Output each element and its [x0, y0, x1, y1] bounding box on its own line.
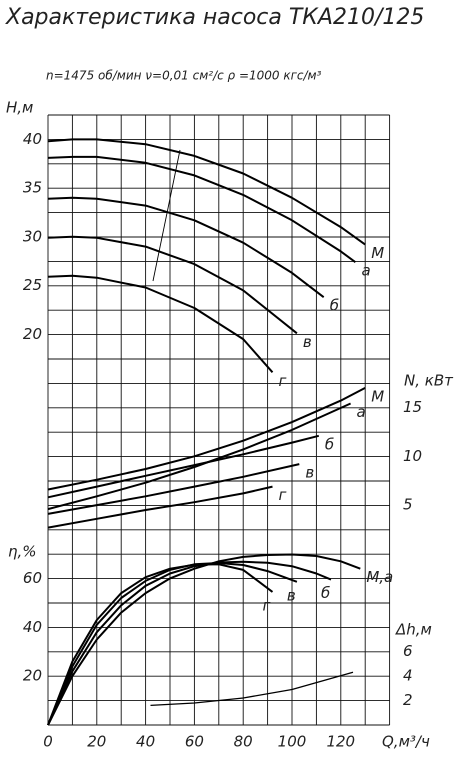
curve-label: в	[305, 464, 314, 482]
curve-label: б	[330, 297, 339, 315]
x-axis-label: Q,м³/ч	[382, 733, 430, 751]
x-tick-label: 20	[87, 733, 106, 751]
y-axis-label: Δh,м	[395, 621, 432, 639]
x-tick-label: 0	[43, 733, 53, 751]
y-tick-label: 40	[23, 618, 42, 636]
curve-label: г	[262, 596, 270, 614]
y-axis-label: H,м	[6, 99, 33, 117]
curve	[47, 387, 366, 491]
x-tick-label: 40	[136, 733, 155, 751]
curve	[150, 671, 354, 707]
curve	[47, 563, 274, 726]
curve	[47, 485, 273, 529]
x-tick-label: 60	[185, 733, 204, 751]
curve	[47, 553, 361, 726]
chart-subtitle: n=1475 об/мин ν=0,01 см²/с ρ =1000 кгс/м…	[46, 69, 322, 83]
curve-label: М	[371, 387, 384, 405]
x-tick-label: 120	[326, 733, 355, 751]
chart-title: Характеристика насоса ТКА210/125	[5, 5, 424, 30]
x-tick-label: 100	[278, 733, 307, 751]
grid	[47, 114, 391, 726]
curve-label: М	[371, 244, 384, 262]
curve	[47, 434, 320, 499]
y-tick-label: 30	[23, 227, 42, 245]
y-tick-label: 25	[23, 276, 42, 294]
curve-label: в	[287, 586, 296, 604]
curve	[47, 402, 352, 511]
curve-label: а	[357, 403, 366, 421]
y-tick-label: 35	[23, 179, 42, 197]
y-tick-label: 10	[403, 447, 422, 465]
y-tick-label: 2	[403, 691, 413, 709]
curve	[47, 463, 300, 515]
guide-line	[152, 149, 181, 282]
curve	[47, 155, 356, 264]
curve-label: б	[321, 584, 330, 602]
y-tick-label: 4	[403, 667, 413, 685]
y-tick-label: 6	[403, 642, 413, 660]
curve	[47, 562, 298, 726]
y-tick-label: 20	[23, 667, 42, 685]
curve-label: а	[361, 262, 370, 280]
y-tick-label: 20	[23, 325, 42, 343]
curve-label: М,а	[366, 568, 393, 586]
y-tick-label: 40	[23, 130, 42, 148]
curve-label: б	[325, 435, 334, 453]
curve	[47, 235, 298, 335]
curve-label: в	[303, 333, 312, 351]
curve	[47, 274, 274, 373]
curve	[47, 138, 366, 246]
y-tick-label: 60	[23, 569, 42, 587]
y-axis-label: N, кВт	[404, 372, 454, 390]
curve-label: г	[278, 486, 286, 504]
y-axis-label: η,%	[8, 543, 37, 561]
y-tick-label: 15	[403, 398, 422, 416]
curve	[47, 560, 332, 726]
curve-label: г	[278, 372, 286, 390]
x-tick-label: 80	[234, 733, 253, 751]
y-tick-label: 5	[403, 496, 413, 514]
curve	[47, 196, 325, 298]
